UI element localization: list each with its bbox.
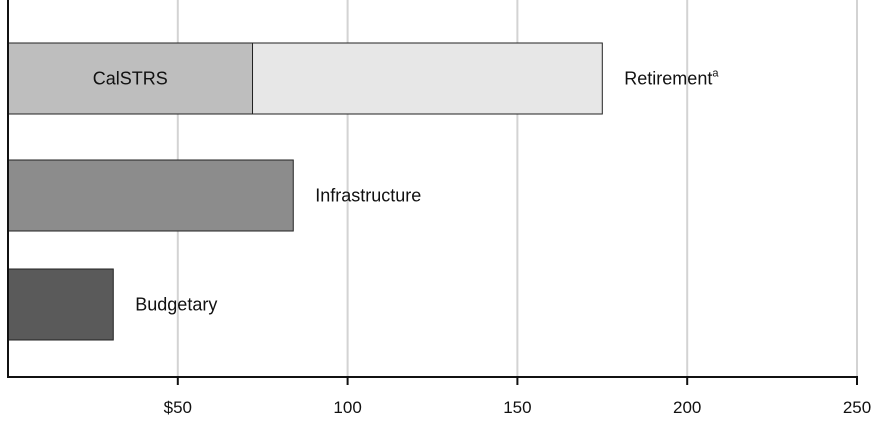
bar-label-0: Retirementa: [624, 68, 719, 89]
bar-segment-0-1: [252, 42, 603, 115]
bar-label-2: Budgetary: [135, 295, 217, 315]
x-tick-label-0: $50: [164, 398, 192, 417]
bar-label-text-1: Infrastructure: [315, 186, 421, 206]
bar-label-text-2: Budgetary: [135, 295, 217, 315]
bar-label-text-0: Retirement: [624, 69, 712, 89]
bar-segment-label-0-0: CalSTRS: [93, 69, 168, 89]
bar-segment-1-0: [7, 159, 294, 232]
axes: [7, 0, 858, 378]
bar-label-superscript-0: a: [712, 68, 719, 80]
x-tick-label-3: 200: [673, 398, 701, 417]
bar-label-1: Infrastructure: [315, 186, 421, 206]
x-tick-label-4: 250: [843, 398, 871, 417]
x-axis-ticks: $50 100 150 200 250: [164, 377, 871, 417]
x-tick-label-1: 100: [333, 398, 361, 417]
bar-segment-2-0: [7, 268, 114, 341]
bar-segment-0-0: [7, 42, 254, 115]
x-tick-label-2: 150: [503, 398, 531, 417]
bars: CalSTRS Retirementa Infrastructure Budgetar…: [7, 42, 719, 341]
